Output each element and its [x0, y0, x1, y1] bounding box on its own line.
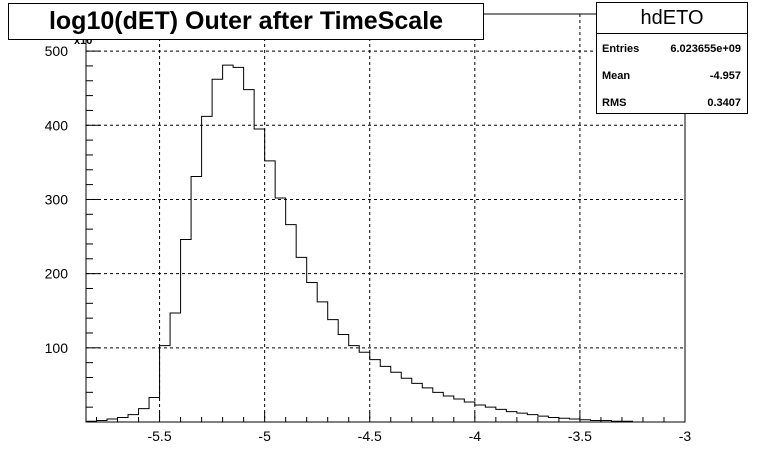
axes: -5.5 -5 -4.5 -4 -3.5 -3 100 200 300 400 500	[45, 20, 692, 444]
stat-value: 0.3407	[707, 97, 741, 109]
stats-box: hdETO Entries 6.023655e+09 Mean -4.957 R…	[596, 2, 748, 114]
stat-row-entries: Entries 6.023655e+09	[597, 34, 747, 61]
stats-histogram-name: hdETO	[597, 3, 747, 34]
stat-label: RMS	[602, 97, 627, 109]
stat-value: 6.023655e+09	[670, 43, 741, 55]
x-tick-label: -5	[258, 428, 271, 444]
x-tick-label: -4.5	[358, 428, 382, 444]
chart-title: log10(dET) Outer after TimeScale	[48, 7, 444, 35]
stat-row-rms: RMS 0.3407	[597, 88, 747, 115]
stat-label: Mean	[602, 70, 631, 82]
y-tick-label: 200	[45, 266, 69, 282]
grid-lines	[86, 14, 685, 422]
plot-frame	[85, 13, 686, 423]
chart-title-box: log10(dET) Outer after TimeScale	[8, 3, 484, 40]
stat-row-mean: Mean -4.957	[597, 61, 747, 88]
x-tick-label: -5.5	[147, 428, 171, 444]
y-tick-label: 100	[45, 340, 69, 356]
x-tick-label: -3	[679, 428, 692, 444]
stat-value: -4.957	[709, 70, 741, 82]
y-tick-label: 500	[45, 43, 69, 59]
y-tick-label: 300	[45, 191, 69, 207]
x-tick-label: -3.5	[568, 428, 592, 444]
y-tick-label: 400	[45, 117, 69, 133]
stat-label: Entries	[602, 43, 640, 55]
x-tick-label: -4	[469, 428, 482, 444]
